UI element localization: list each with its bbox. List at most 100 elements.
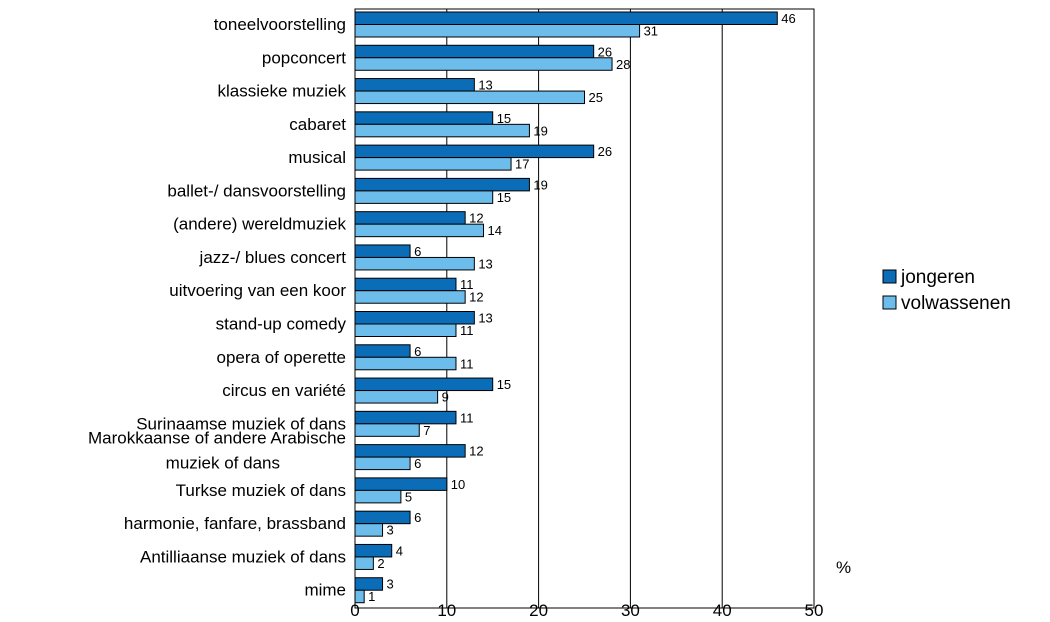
bar-volwassenen-9 [354, 323, 457, 337]
value-label-jongeren-13: 12 [469, 444, 483, 459]
category-label-10: opera of operette [217, 348, 346, 367]
value-label-volwassenen-10: 11 [460, 356, 474, 371]
bar-jongeren-8 [354, 277, 457, 292]
value-label-volwassenen-9: 11 [460, 323, 474, 338]
bar-jongeren-14 [354, 477, 448, 491]
category-label-15: harmonie, fanfare, brassband [124, 514, 346, 533]
bar-jongeren-9 [354, 311, 475, 325]
bar-volwassenen-2 [354, 90, 585, 105]
bar-jongeren-13 [354, 444, 466, 458]
category-label-5: ballet-/ dansvoorstelling [167, 181, 346, 200]
legend: jongeren volwassenen [882, 267, 1011, 314]
value-label-volwassenen-1: 28 [616, 57, 630, 72]
value-labels: 4631262813251519261719151214613111213116… [368, 11, 796, 604]
bars [354, 11, 778, 604]
x-tick-30: 30 [621, 601, 640, 620]
bar-jongeren-15 [354, 510, 411, 525]
category-label-16: Antilliaanse muziek of dans [140, 547, 346, 566]
bar-jongeren-7 [354, 244, 411, 258]
x-tick-40: 40 [713, 601, 732, 620]
bar-volwassenen-8 [354, 290, 466, 304]
category-label-1: popconcert [262, 48, 346, 67]
legend-label-volwassenen: volwassenen [901, 293, 1011, 314]
value-label-volwassenen-11: 9 [442, 390, 449, 405]
bar-jongeren-2 [354, 78, 475, 92]
legend-swatch-jongeren [882, 269, 897, 284]
value-label-volwassenen-7: 13 [478, 256, 492, 271]
plot-border [354, 8, 815, 609]
value-label-jongeren-16: 4 [396, 543, 403, 558]
category-label-3: cabaret [289, 115, 346, 134]
value-label-jongeren-1: 26 [598, 44, 612, 59]
bar-jongeren-1 [354, 44, 595, 59]
value-label-volwassenen-8: 12 [469, 290, 483, 305]
bar-jongeren-3 [354, 111, 494, 125]
bar-jongeren-16 [354, 543, 393, 558]
category-label-13: Marokkaanse of andere Arabische muziek of… [88, 429, 346, 473]
category-label-4: musical [288, 148, 346, 167]
value-label-volwassenen-13: 6 [414, 456, 421, 471]
plot-frame [354, 8, 815, 609]
value-label-jongeren-3: 15 [497, 111, 511, 126]
bar-volwassenen-16 [354, 556, 374, 570]
bar-volwassenen-12 [354, 423, 420, 437]
category-label-6: (andere) wereldmuziek [173, 215, 346, 234]
bar-jongeren-4 [354, 144, 595, 159]
gridlines [446, 9, 723, 608]
x-tick-10: 10 [437, 601, 456, 620]
category-label-8: uitvoering van een koor [169, 281, 346, 300]
category-label-12: Surinaamse muziek of dans [136, 414, 346, 433]
value-label-volwassenen-14: 5 [405, 489, 412, 504]
bar-volwassenen-14 [354, 489, 402, 504]
value-label-jongeren-2: 13 [478, 78, 492, 93]
value-label-volwassenen-0: 31 [644, 24, 658, 39]
bar-jongeren-12 [354, 410, 457, 425]
bar-volwassenen-6 [354, 223, 485, 238]
category-labels: toneelvoorstelling popconcert klassieke mu… [88, 15, 346, 600]
category-label-7: jazz-/ blues concert [199, 248, 347, 267]
category-label-2: klassieke muziek [218, 82, 347, 101]
value-label-volwassenen-12: 7 [423, 423, 430, 438]
value-label-jongeren-14: 10 [451, 477, 465, 492]
x-tick-labels: 0 10 20 30 40 50 [350, 601, 823, 620]
value-label-volwassenen-15: 3 [387, 523, 394, 538]
bar-volwassenen-3 [354, 123, 530, 138]
bar-volwassenen-7 [354, 256, 475, 271]
value-label-jongeren-17: 3 [387, 577, 394, 592]
value-label-volwassenen-2: 25 [589, 90, 603, 105]
value-label-volwassenen-5: 15 [497, 190, 511, 205]
value-label-jongeren-8: 11 [460, 277, 474, 292]
legend-label-jongeren: jongeren [900, 267, 975, 288]
value-label-volwassenen-4: 17 [515, 157, 529, 172]
category-label-11: circus en variété [222, 381, 346, 400]
x-tick-50: 50 [805, 601, 824, 620]
value-label-jongeren-10: 6 [414, 344, 421, 359]
bar-jongeren-0 [354, 11, 778, 25]
bar-jongeren-6 [354, 211, 466, 225]
bar-volwassenen-1 [354, 57, 613, 71]
bar-volwassenen-10 [354, 356, 457, 371]
value-label-jongeren-9: 13 [478, 311, 492, 326]
bar-volwassenen-11 [354, 390, 439, 404]
value-label-jongeren-4: 26 [598, 144, 612, 159]
bar-volwassenen-4 [354, 157, 512, 171]
value-label-jongeren-6: 12 [469, 211, 483, 226]
x-unit-label: % [836, 558, 851, 577]
value-label-volwassenen-6: 14 [488, 223, 502, 238]
category-label-0: toneelvoorstelling [214, 15, 346, 34]
value-label-jongeren-5: 19 [533, 177, 547, 192]
value-label-jongeren-0: 46 [781, 11, 795, 26]
value-label-jongeren-15: 6 [414, 510, 421, 525]
category-label-17: mime [304, 581, 346, 600]
bar-volwassenen-0 [354, 24, 641, 38]
legend-swatch-volwassenen [882, 295, 897, 310]
bar-volwassenen-15 [354, 523, 384, 537]
value-label-volwassenen-17: 1 [368, 589, 375, 604]
value-label-volwassenen-3: 19 [533, 123, 547, 138]
bar-jongeren-10 [354, 344, 411, 358]
bar-jongeren-11 [354, 377, 494, 392]
category-label-9: stand-up comedy [216, 315, 347, 334]
value-label-jongeren-11: 15 [497, 377, 511, 392]
value-label-jongeren-12: 11 [460, 410, 474, 425]
